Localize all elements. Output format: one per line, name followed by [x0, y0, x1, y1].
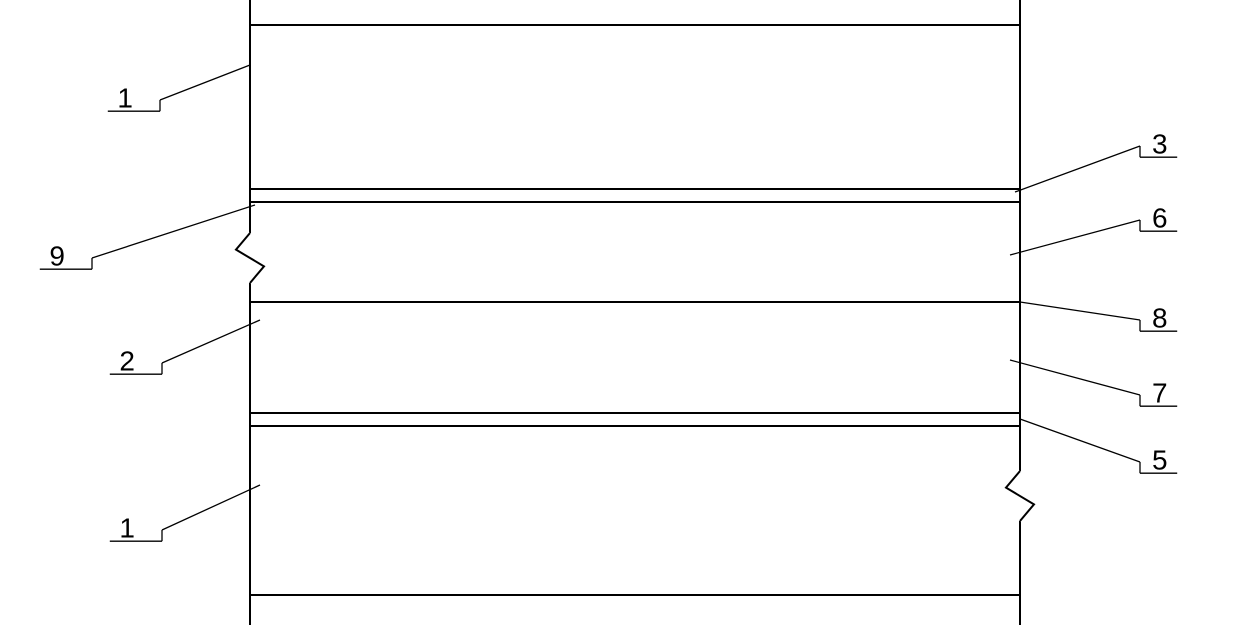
background: [0, 0, 1240, 625]
label-n3: 3: [1152, 128, 1168, 159]
label-n7: 7: [1152, 377, 1168, 408]
cross-section-diagram: 1 9 2 1 3 6 8 7 5: [0, 0, 1240, 625]
label-n6: 6: [1152, 202, 1168, 233]
label-n5: 5: [1152, 444, 1168, 475]
label-n1_top: 1: [117, 82, 133, 113]
label-n2: 2: [119, 345, 135, 376]
label-n1_bot: 1: [119, 512, 135, 543]
label-n9: 9: [49, 240, 65, 271]
label-n8: 8: [1152, 302, 1168, 333]
